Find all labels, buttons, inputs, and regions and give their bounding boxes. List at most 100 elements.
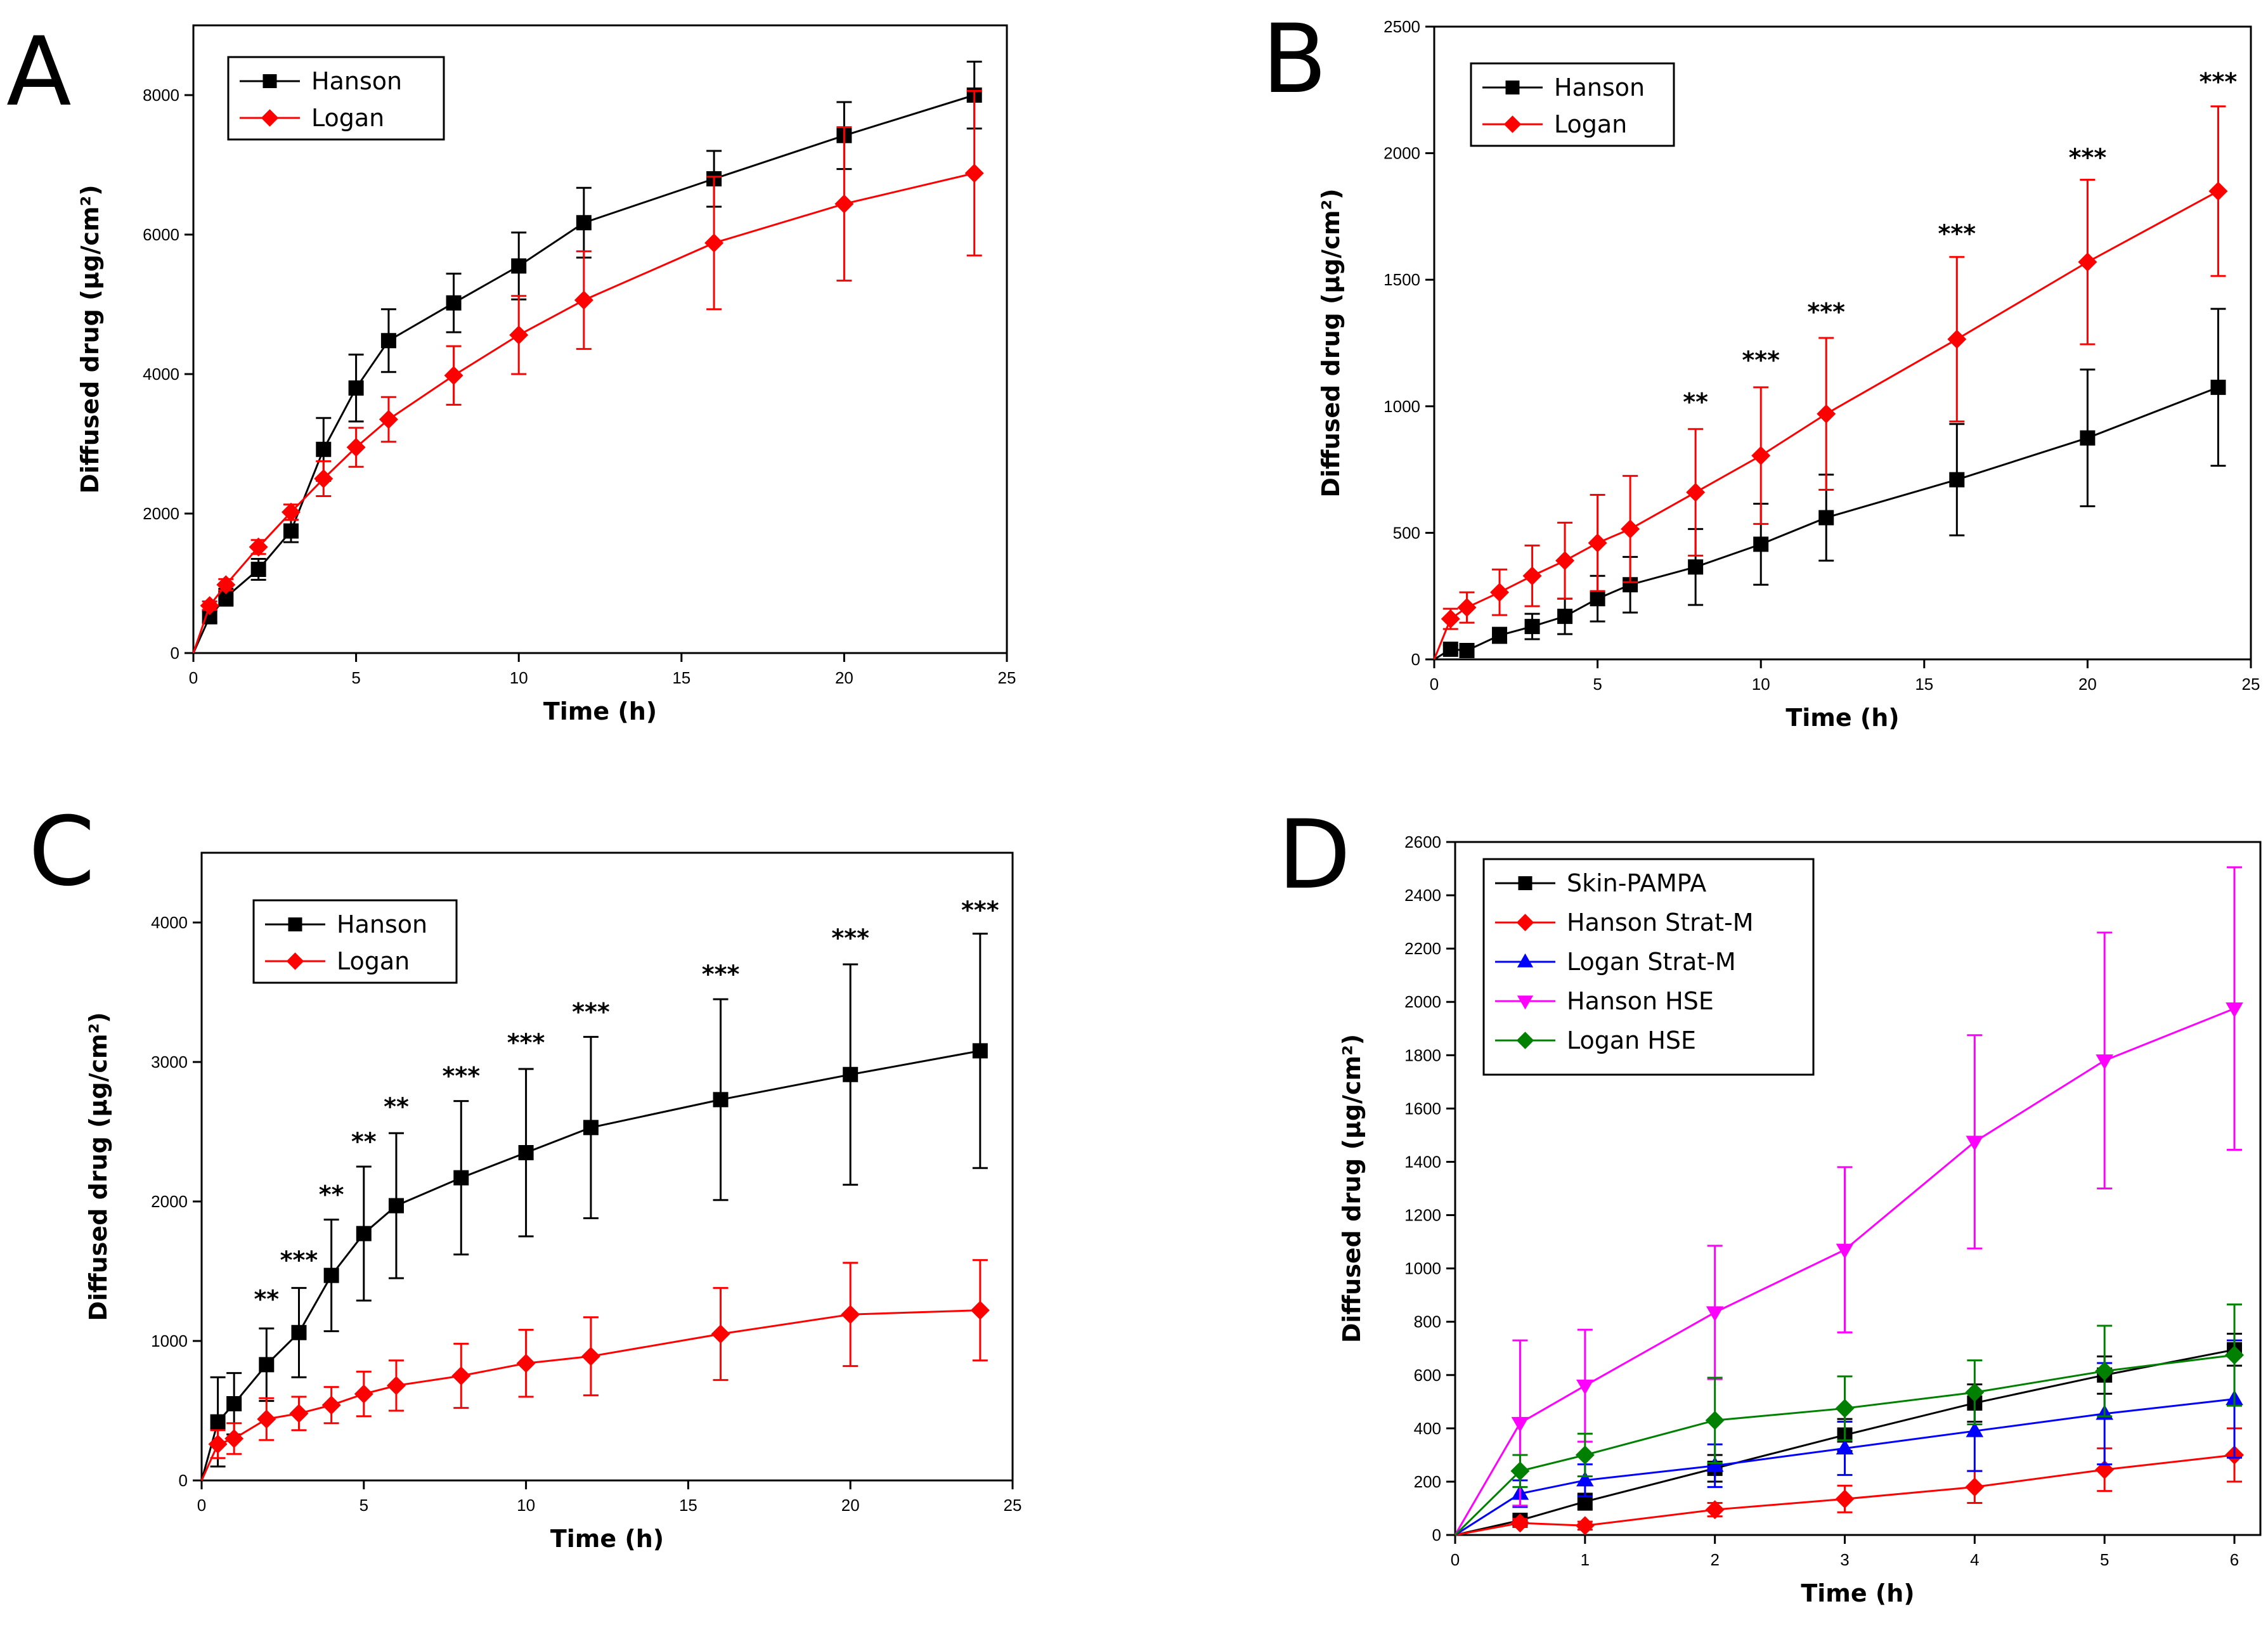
data-point: [1621, 519, 1640, 539]
data-point: [1706, 1456, 1724, 1472]
legend-label: Logan HSE: [1567, 1026, 1696, 1054]
panel-label-b: B: [1262, 4, 1327, 115]
plot-frame-c: [200, 851, 1014, 1482]
data-point: [1705, 1411, 1725, 1430]
x-tick-label: 10: [517, 1496, 535, 1515]
y-axis-title-b: Diffused drug (µg/cm²): [1317, 188, 1345, 497]
data-point: [1966, 1421, 1984, 1437]
significance-label: ***: [2200, 68, 2238, 96]
data-point: [1965, 1383, 1985, 1402]
data-point: [1442, 642, 1458, 657]
x-axis-title-b: Time (h): [1785, 704, 1899, 732]
y-tick-label: 2500: [1383, 17, 1420, 36]
plot-frame-b: [1433, 25, 2252, 661]
data-point: [250, 562, 266, 577]
y-tick-label: 0: [1432, 1525, 1441, 1544]
significance-label: ***: [442, 1062, 480, 1090]
data-point: [289, 1404, 309, 1423]
y-tick-label: 1800: [1404, 1046, 1441, 1065]
legend-box: [227, 56, 445, 141]
y-tick-label: 8000: [143, 86, 179, 105]
legend-d: Skin-PAMPA Hanson Strat-M Logan Strat-M Han…: [1482, 858, 1815, 1076]
data-point: [1753, 536, 1769, 552]
legend-marker: [1503, 115, 1522, 133]
panel-b: B 0 5 10 15 20 25 0 500 1000 1500 2000 2500 Time (h) D…: [1262, 4, 2260, 732]
y-tick-label: 600: [1414, 1366, 1441, 1385]
panel-label-d: D: [1278, 800, 1351, 910]
data-point: [1441, 609, 1460, 629]
y-tick-label: 3000: [151, 1052, 188, 1072]
legend-label: Hanson: [337, 910, 427, 938]
y-axis-title-a: Diffused drug (µg/cm²): [76, 185, 104, 493]
x-tick-label: 1: [1581, 1550, 1590, 1569]
data-point: [314, 469, 334, 488]
x-tick-label: 25: [2242, 675, 2260, 694]
x-axis-title-d: Time (h): [1801, 1579, 1914, 1607]
x-tick-label: 15: [672, 668, 690, 687]
legend-marker: [1517, 953, 1534, 968]
data-point: [1835, 1399, 1855, 1418]
data-point: [1588, 533, 1607, 553]
data-point: [208, 1434, 228, 1454]
data-point: [348, 380, 364, 396]
data-point: [704, 233, 724, 253]
data-point: [1947, 330, 1967, 349]
data-point: [283, 523, 299, 539]
series-hanson: [1434, 308, 2226, 661]
data-point: [1817, 404, 1836, 424]
data-point: [1555, 551, 1575, 571]
data-point: [1492, 628, 1508, 644]
significance-label: ***: [280, 1246, 318, 1274]
legend-marker: [286, 952, 304, 970]
data-point: [451, 1366, 471, 1385]
x-tick-label: 5: [1593, 675, 1602, 694]
data-point: [970, 1300, 990, 1320]
data-point: [321, 1395, 341, 1415]
data-point: [964, 164, 984, 183]
y-tick-label: 2600: [1404, 832, 1441, 851]
x-axis-title-a: Time (h): [543, 697, 657, 725]
legend-a: Hanson Logan: [227, 56, 445, 141]
data-point: [216, 575, 236, 595]
data-point: [210, 1414, 226, 1430]
data-point: [259, 1357, 275, 1373]
data-point: [1557, 609, 1573, 625]
data-point: [843, 1066, 859, 1082]
legend-box: [252, 899, 458, 984]
panel-label-c: C: [29, 797, 95, 907]
series-logan-hse: [1454, 1303, 2245, 1536]
legend-box: [1482, 858, 1815, 1076]
data-point: [446, 295, 462, 311]
data-point: [972, 1043, 988, 1059]
data-point: [581, 1347, 600, 1366]
x-tick-label: 10: [510, 668, 528, 687]
x-tick-label: 5: [360, 1496, 368, 1515]
data-point: [200, 596, 219, 616]
y-axis-title-c: Diffused drug (µg/cm²): [84, 1012, 112, 1321]
series-logan: [192, 89, 984, 654]
y-tick-label: 2000: [143, 504, 179, 523]
data-point: [1751, 446, 1771, 465]
data-point: [1510, 1513, 1530, 1533]
data-point: [354, 1384, 373, 1404]
series-hanson: [192, 60, 982, 654]
data-point: [2208, 181, 2228, 201]
data-point: [1575, 1516, 1595, 1536]
data-point: [1836, 1243, 1854, 1259]
data-point: [346, 437, 366, 457]
data-point: [224, 1429, 244, 1448]
x-tick-label: 4: [1970, 1550, 1979, 1569]
y-tick-label: 200: [1414, 1472, 1441, 1491]
significance-label: **: [1683, 388, 1708, 416]
legend-label: Skin-PAMPA: [1567, 869, 1706, 897]
series-line: [1455, 1398, 2235, 1536]
y-tick-label: 1000: [1383, 397, 1420, 416]
significance-label: ***: [572, 998, 610, 1026]
data-point: [841, 1305, 860, 1324]
x-tick-label: 2: [1710, 1550, 1719, 1569]
data-point: [226, 1396, 242, 1411]
data-point: [202, 609, 217, 625]
data-point: [356, 1226, 372, 1241]
y-tick-label: 800: [1414, 1312, 1441, 1331]
